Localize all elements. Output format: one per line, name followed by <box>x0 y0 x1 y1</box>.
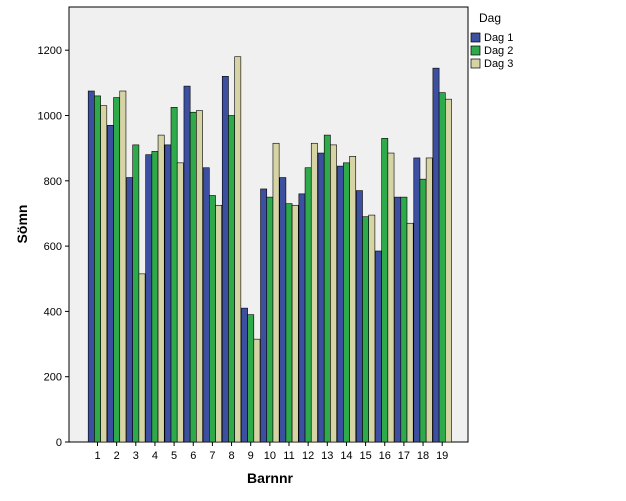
bar-17-dag-1 <box>394 196 402 443</box>
bar-13-dag-2 <box>323 134 331 443</box>
x-axis: 1 2 3 4 5 6 7 8 9 10 11 12 13 14 15 16 17 18 19 <box>94 442 448 462</box>
bar-10-dag-2 <box>266 196 274 443</box>
bar-16-dag-3 <box>387 152 395 443</box>
bar-18-dag-2 <box>419 178 427 443</box>
bar-3-dag-1 <box>126 177 133 443</box>
bar-7-dag-1 <box>202 167 210 443</box>
y-tick-label: 800 <box>44 176 62 188</box>
bar-17-dag-2 <box>400 196 408 443</box>
bar-13-dag-3 <box>330 144 337 443</box>
bar-2-dag-2 <box>113 97 121 443</box>
x-tick-label: 1 <box>94 450 100 462</box>
bar-1-dag-1 <box>87 90 95 443</box>
x-tick-label: 3 <box>133 450 139 462</box>
x-tick-label: 5 <box>171 450 177 462</box>
bar-8-dag-3 <box>234 56 242 443</box>
y-axis: 0 200 400 600 800 1000 1200 <box>38 45 69 449</box>
bar-19-dag-2 <box>438 92 446 443</box>
y-tick-label: 400 <box>44 306 62 318</box>
bar-6-dag-2 <box>189 111 197 443</box>
x-tick-label: 7 <box>209 450 215 462</box>
x-tick-label: 4 <box>152 450 158 462</box>
y-axis-title: Sömn <box>14 205 30 244</box>
legend-swatch-3 <box>470 58 481 69</box>
bar-11-dag-3 <box>291 204 299 443</box>
bar-16-dag-2 <box>381 138 389 443</box>
y-tick-label: 0 <box>56 437 62 449</box>
bar-3-dag-2 <box>132 144 140 443</box>
bar-18-dag-3 <box>425 157 433 443</box>
bar-5-dag-3 <box>176 162 184 443</box>
bar-2-dag-1 <box>107 124 114 443</box>
bar-12-dag-2 <box>304 167 312 443</box>
bar-1-dag-2 <box>94 95 101 443</box>
bar-15-dag-2 <box>362 216 369 443</box>
y-tick-label: 600 <box>44 241 62 253</box>
bar-10-dag-3 <box>272 142 280 443</box>
bar-7-dag-2 <box>209 195 216 443</box>
legend-swatch-2 <box>470 45 481 56</box>
bar-8-dag-2 <box>228 115 235 443</box>
bar-16-dag-1 <box>375 250 382 443</box>
x-axis-title: Barnnr <box>247 470 293 486</box>
legend-label-2: Dag 2 <box>484 45 513 57</box>
bar-17-dag-3 <box>406 222 414 443</box>
bar-4-dag-2 <box>151 151 159 443</box>
bar-12-dag-1 <box>298 193 306 443</box>
bar-13-dag-1 <box>317 152 325 443</box>
legend-label-1: Dag 1 <box>484 32 513 44</box>
bar-4-dag-3 <box>157 134 165 443</box>
x-tick-label: 17 <box>398 450 410 462</box>
x-tick-label: 8 <box>228 450 234 462</box>
bar-11-dag-2 <box>285 203 293 443</box>
x-tick-label: 14 <box>340 450 352 462</box>
x-tick-label: 2 <box>114 450 120 462</box>
y-tick-label: 1200 <box>38 45 62 57</box>
bar-9-dag-3 <box>253 338 261 443</box>
bar-7-dag-3 <box>215 204 222 443</box>
bar-11-dag-1 <box>279 177 287 443</box>
bars-group <box>87 56 452 443</box>
bar-12-dag-3 <box>310 142 318 443</box>
y-tick-label: 1000 <box>38 111 62 123</box>
bar-9-dag-2 <box>247 314 255 443</box>
bar-4-dag-1 <box>145 154 153 443</box>
bar-2-dag-3 <box>119 90 127 443</box>
bar-9-dag-1 <box>241 307 248 443</box>
x-tick-label: 19 <box>436 450 448 462</box>
x-tick-label: 12 <box>302 450 314 462</box>
bar-15-dag-3 <box>368 214 376 443</box>
bar-1-dag-3 <box>100 105 108 443</box>
bar-19-dag-3 <box>444 98 452 443</box>
x-tick-label: 9 <box>248 450 254 462</box>
bar-5-dag-1 <box>164 144 172 443</box>
bar-15-dag-1 <box>355 190 363 443</box>
bar-5-dag-2 <box>170 107 178 443</box>
bar-14-dag-3 <box>349 156 357 443</box>
bar-8-dag-1 <box>221 76 229 443</box>
x-tick-label: 16 <box>379 450 391 462</box>
bar-6-dag-1 <box>183 85 191 443</box>
x-tick-label: 15 <box>359 450 371 462</box>
x-tick-label: 13 <box>321 450 333 462</box>
bar-6-dag-3 <box>196 110 203 443</box>
x-tick-label: 10 <box>264 450 276 462</box>
bar-14-dag-1 <box>336 165 344 443</box>
bar-10-dag-1 <box>260 188 268 443</box>
x-tick-label: 6 <box>190 450 196 462</box>
bar-3-dag-3 <box>138 273 146 443</box>
x-tick-label: 18 <box>417 450 429 462</box>
legend-title: Dag <box>479 11 501 25</box>
bar-19-dag-1 <box>432 67 440 443</box>
bar-14-dag-2 <box>343 162 350 443</box>
bar-18-dag-1 <box>413 157 421 443</box>
legend-label-3: Dag 3 <box>484 58 513 70</box>
x-tick-label: 11 <box>283 450 294 462</box>
y-tick-label: 200 <box>44 372 62 384</box>
legend-swatch-1 <box>470 32 481 43</box>
